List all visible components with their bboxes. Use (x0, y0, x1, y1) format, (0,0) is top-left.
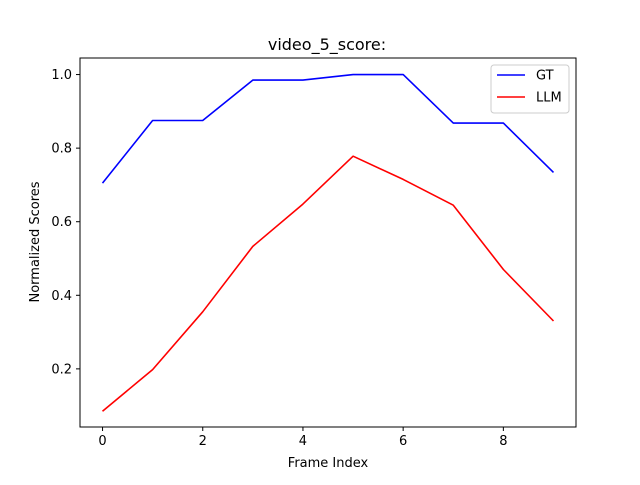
x-tick-label: 6 (399, 434, 407, 449)
legend-label-gt: GT (536, 69, 554, 84)
x-tick-label: 2 (199, 434, 207, 449)
legend-box (491, 65, 569, 113)
legend-label-llm: LLM (536, 91, 562, 106)
x-tick-label: 4 (299, 434, 307, 449)
y-tick-label: 1.0 (51, 68, 72, 83)
x-tick-label: 0 (98, 434, 106, 449)
y-tick-label: 0.6 (51, 215, 72, 230)
chart-title: video_5_score: (268, 35, 386, 55)
x-tick-label: 8 (499, 434, 507, 449)
x-axis-label: Frame Index (288, 456, 369, 471)
y-tick-label: 0.8 (51, 142, 72, 157)
y-axis-label: Normalized Scores (28, 181, 43, 302)
y-tick-label: 0.4 (51, 289, 72, 304)
y-tick-label: 0.2 (51, 362, 72, 377)
legend: GT LLM (491, 65, 569, 113)
